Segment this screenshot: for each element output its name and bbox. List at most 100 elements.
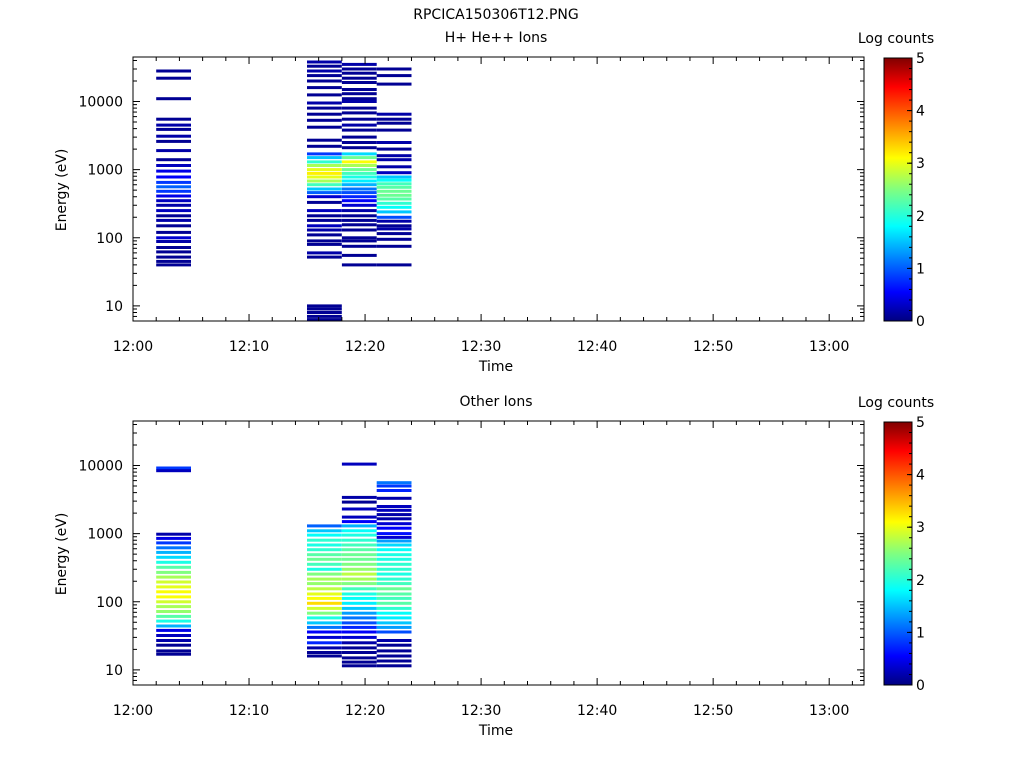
y-tick-label: 1000 <box>87 527 123 543</box>
heatmap-cell <box>156 189 191 193</box>
heatmap-cell <box>307 64 342 68</box>
heatmap-cell <box>376 592 412 596</box>
heatmap-cell <box>307 224 342 228</box>
heatmap-cell <box>307 654 342 658</box>
heatmap-cell <box>156 123 191 127</box>
heatmap-cell <box>341 567 377 571</box>
colorbar-tick-label: 4 <box>916 468 925 484</box>
heatmap-cell <box>341 507 377 511</box>
heatmap-cell <box>156 649 191 653</box>
heatmap-cell <box>376 577 412 581</box>
y-tick-label: 100 <box>96 231 123 247</box>
heatmap-cell <box>156 610 191 613</box>
heatmap-cell <box>307 69 342 73</box>
x-tick-label: 13:00 <box>809 703 849 719</box>
heatmap-cell <box>156 634 191 637</box>
heatmap-cell <box>156 614 191 618</box>
heatmap-cell <box>341 656 377 660</box>
heatmap-cell <box>307 138 342 142</box>
heatmap-cell <box>341 146 377 150</box>
heatmap-cell <box>307 233 342 237</box>
panel-other-ions: Other Ions Log counts 12:00 12:10 12:20 12:… <box>54 394 934 739</box>
heatmap-cell <box>376 215 412 219</box>
heatmap-cell <box>376 82 412 86</box>
heatmap-cell <box>307 543 342 547</box>
heatmap-cell <box>307 242 342 246</box>
heatmap-cell <box>341 611 377 615</box>
heatmap-cell <box>307 524 342 528</box>
heatmap-cell <box>341 572 377 576</box>
heatmap-cell <box>156 624 191 628</box>
heatmap-cell <box>341 117 377 121</box>
heatmap-cell <box>156 600 191 604</box>
heatmap-cell <box>156 117 191 121</box>
heatmap-cell <box>376 625 412 629</box>
heatmap-cell <box>376 67 412 71</box>
heatmap-cell <box>307 200 342 204</box>
heatmap-cell <box>307 646 342 650</box>
heatmap-cell <box>376 154 412 158</box>
heatmap-cell <box>341 625 377 629</box>
heatmap-cell <box>376 158 412 162</box>
heatmap-cell <box>341 601 377 605</box>
heatmap-cell <box>307 635 342 639</box>
heatmap-cell <box>376 182 412 186</box>
heatmap-cell <box>307 548 342 552</box>
heatmap-cell <box>341 183 377 187</box>
heatmap-cell <box>156 560 191 564</box>
heatmap-cell <box>307 187 342 191</box>
heatmap-cell <box>307 596 342 600</box>
heatmap-cell <box>307 164 342 167</box>
heatmap-cell <box>341 199 377 203</box>
heatmap-cell <box>341 239 377 243</box>
heatmap-cell <box>376 611 412 615</box>
y-axis-label: Energy (eV) <box>54 513 70 596</box>
heatmap-cell <box>376 201 412 205</box>
heatmap-cell <box>307 86 342 90</box>
heatmap-cell <box>376 117 412 121</box>
heatmap-cell <box>341 548 377 552</box>
colorbar-tick-label: 0 <box>916 314 925 330</box>
y-tick-label: 10 <box>105 299 123 315</box>
heatmap-cell <box>341 651 377 654</box>
heatmap-cell <box>307 144 342 148</box>
heatmap-cell <box>156 224 191 228</box>
colorbar-label: Log counts <box>858 31 934 47</box>
heatmap-cell <box>341 515 377 519</box>
panel-h-he-ions: H+ He++ Ions Log counts 12:00 12:10 12:20 1… <box>54 30 934 375</box>
heatmap-cell <box>307 577 342 581</box>
heatmap-cell <box>341 152 377 156</box>
heatmap-cell <box>376 567 412 571</box>
heatmap-cell <box>341 577 377 581</box>
heatmap-cell <box>307 611 342 615</box>
heatmap-cell <box>376 128 412 132</box>
heatmap-cell <box>307 311 342 314</box>
x-tick-label: 12:50 <box>693 339 733 355</box>
heatmap-cell <box>307 572 342 576</box>
heatmap-cell <box>156 643 191 647</box>
heatmap-cell <box>341 543 377 547</box>
plot-frame <box>132 56 865 322</box>
heatmap-cell <box>307 118 342 122</box>
heatmap-cell <box>341 191 377 195</box>
heatmap-cell <box>376 548 412 552</box>
heatmap-cell <box>341 168 377 172</box>
heatmap-cell <box>341 223 377 227</box>
y-tick-label: 10 <box>105 663 123 679</box>
heatmap-cell <box>341 562 377 566</box>
colorbar-tick-label: 2 <box>916 209 925 225</box>
heatmap-cell <box>156 169 191 173</box>
heatmap-cell <box>307 239 342 243</box>
x-axis-label: Time <box>478 723 513 739</box>
heatmap-cell <box>341 538 377 542</box>
heatmap-cell <box>341 175 377 179</box>
heatmap-cell <box>307 60 342 64</box>
heatmap-cell <box>341 76 377 80</box>
heatmap-cells <box>156 60 412 321</box>
colorbar <box>883 421 913 686</box>
heatmap-cell <box>156 595 191 599</box>
heatmap-cell <box>376 74 412 78</box>
heatmap-cell <box>341 495 377 499</box>
heatmap-cell <box>341 660 377 664</box>
